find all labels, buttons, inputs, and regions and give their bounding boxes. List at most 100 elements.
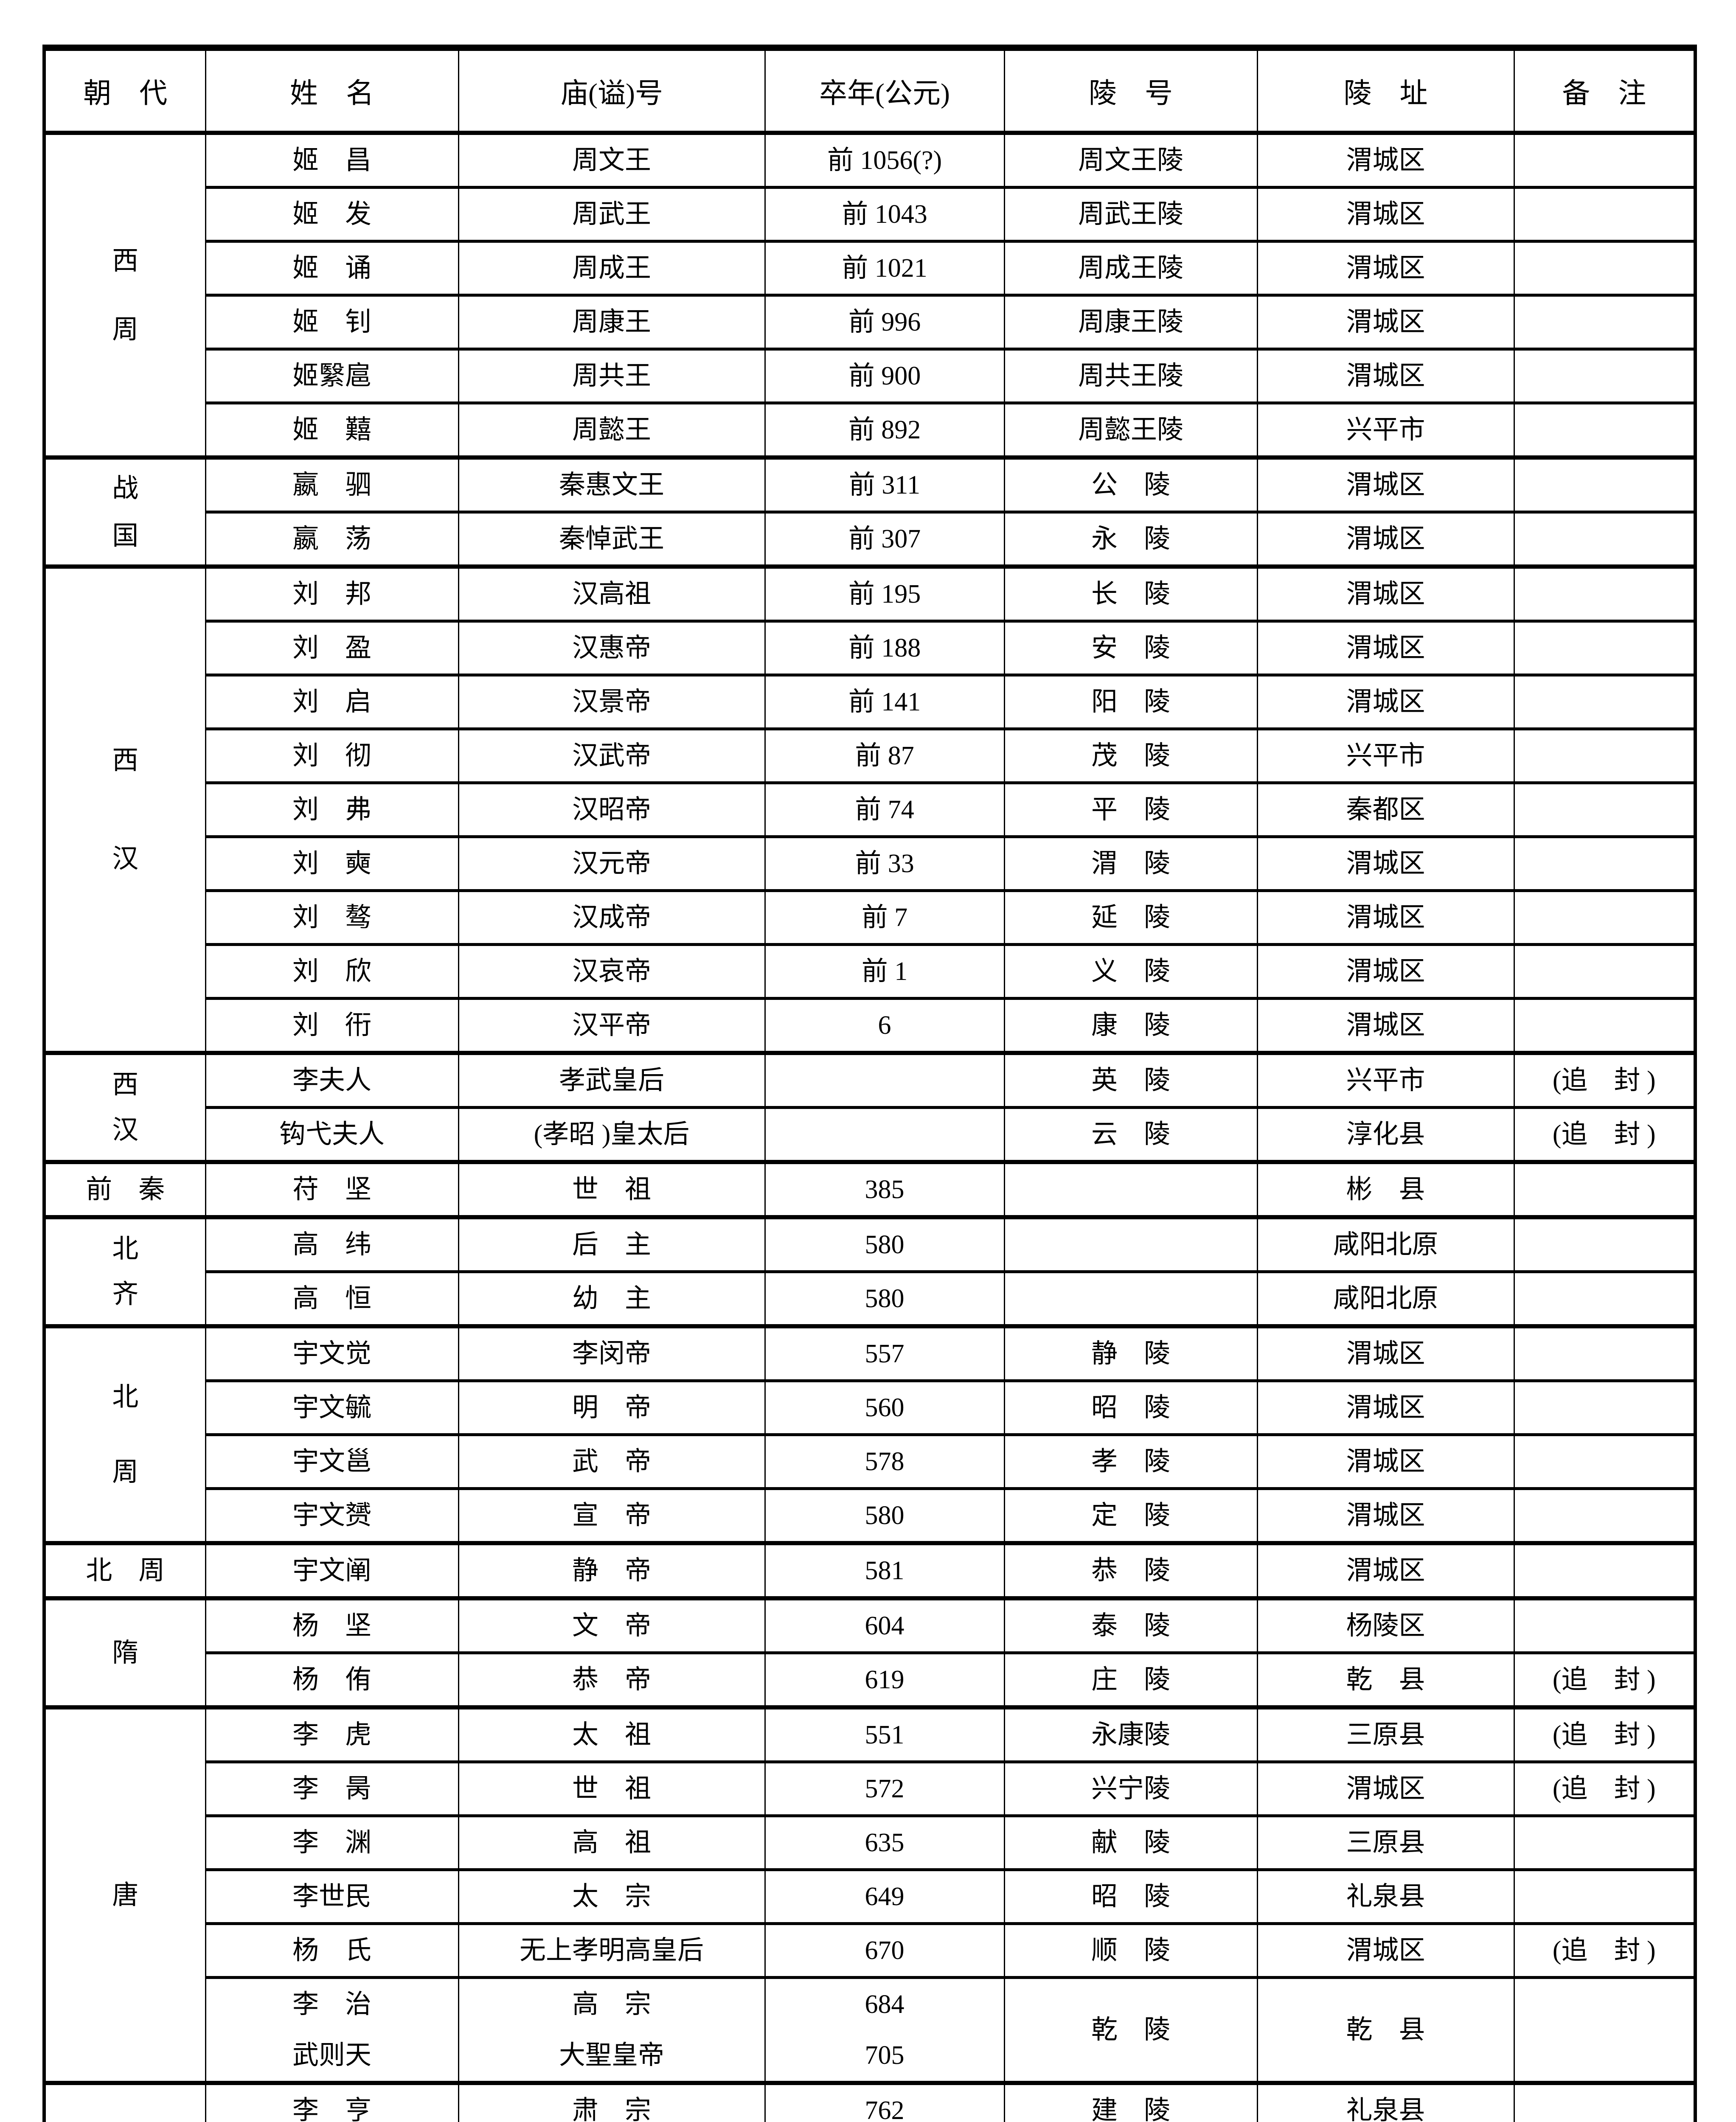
cell-temple-title: 秦惠文王 (458, 455, 766, 513)
cell-tomb-name: 静 陵 (1003, 1324, 1258, 1381)
dynasty-char: 北 (112, 1383, 139, 1412)
cell-tomb-site: 渭城区 (1256, 294, 1515, 350)
header-tomb-site: 陵 址 (1256, 47, 1515, 135)
dynasty-label: 北 周 (46, 1556, 204, 1585)
dynasty-cell: 唐 (43, 1705, 206, 2084)
dynasty-label: 前 秦 (46, 1175, 204, 1204)
cell-temple-title: 周康王 (458, 294, 766, 350)
cell-note: (追 封 ) (1513, 1051, 1696, 1108)
cell-death-year: 635 (764, 1814, 1005, 1870)
cell-note (1513, 835, 1696, 891)
cell-name: 姬 发 (205, 186, 459, 242)
cell-tomb-site: 渭城区 (1256, 455, 1515, 513)
cell-temple-title: 宣 帝 (458, 1487, 766, 1544)
cell-temple-title: 汉昭帝 (458, 781, 766, 837)
cell-tomb-name: 渭 陵 (1003, 835, 1258, 891)
cell-name: 宇文赟 (205, 1487, 459, 1544)
cell-death-year: 前 900 (764, 348, 1005, 404)
cell-note (1513, 889, 1696, 945)
dynasty-char: 北 周 (86, 1556, 165, 1585)
cell-temple-title: 汉平帝 (458, 997, 766, 1054)
table-row: 高 恒幼 主 580 咸阳北原 (44, 1270, 1696, 1327)
table-row: 刘 奭汉元帝前 33 渭 陵渭城区 (44, 835, 1696, 891)
cell-note (1513, 1160, 1696, 1218)
cell-tomb-site: 渭城区 (1256, 1760, 1515, 1816)
cell-tomb-name: 孝 陵 (1003, 1433, 1258, 1489)
table-row: 北 周 宇文阐静 帝 581 恭 陵渭城区 (43, 1541, 1696, 1599)
cell-name: 宇文觉 (205, 1324, 459, 1381)
cell-tomb-site: 渭城区 (1256, 620, 1515, 676)
cell-tomb-site: 礼泉县 (1256, 2081, 1515, 2122)
cell-tomb-site: 渭城区 (1256, 997, 1515, 1054)
cell-tomb-name (1003, 1160, 1258, 1218)
cell-note (1513, 564, 1696, 622)
cell-tomb-name: 茂 陵 (1003, 727, 1258, 783)
cell-note (1513, 186, 1696, 242)
table-row: 北周宇文觉 李闵帝 557 静 陵渭城区 (43, 1324, 1696, 1544)
table-row: 前 秦 苻 坚世 祖 385 彬 县 (43, 1160, 1696, 1218)
cell-death-year (764, 1051, 1005, 1108)
dynasty-char: 战 (112, 474, 139, 503)
cell-tomb-name: 周武王陵 (1003, 186, 1258, 242)
cell-name: 刘 启 (205, 674, 459, 730)
dynasty-cell: 北 周 (43, 1541, 206, 1599)
cell-temple-title: 无上孝明高皇后 (458, 1922, 766, 1978)
cell-tomb-name: 顺 陵 (1003, 1922, 1258, 1978)
cell-tomb-name: 云 陵 (1003, 1106, 1258, 1163)
cell-tomb-name: 兴宁陵 (1003, 1760, 1258, 1816)
dynasty-cell: 西汉 (43, 1051, 206, 1163)
cell-note (1513, 1215, 1696, 1272)
cell-tomb-site: 渭城区 (1256, 511, 1515, 567)
table-row: 宇文赟宣 帝 580 定 陵渭城区 (44, 1487, 1696, 1544)
cell-note (1513, 511, 1696, 567)
cell-tomb-site: 淳化县 (1256, 1106, 1515, 1163)
cell-temple-title: 周共王 (458, 348, 766, 404)
cell-tomb-site: 乾 县 (1256, 1976, 1515, 2084)
cell-note (1513, 781, 1696, 837)
cell-note (1513, 1541, 1696, 1599)
cell-temple-title: 孝武皇后 (458, 1051, 766, 1108)
cell-tomb-name: 泰 陵 (1003, 1596, 1258, 1653)
cell-note (1513, 1324, 1696, 1381)
dynasty-label: 西汉 (46, 1070, 204, 1143)
cell-tomb-site: 渭城区 (1256, 889, 1515, 945)
cell-temple-title: 太 宗 (458, 1868, 766, 1924)
cell-note (1513, 294, 1696, 350)
dynasty-cell: 唐 (43, 2081, 206, 2122)
table-row: 宇文毓明 帝 560 昭 陵渭城区 (44, 1379, 1696, 1435)
cell-temple-title: 静 帝 (458, 1541, 766, 1599)
cell-tomb-name: 公 陵 (1003, 455, 1258, 513)
table-row: 姬 诵周成王前 1021 周成王陵 渭城区 (44, 240, 1696, 296)
cell-tomb-site: 渭城区 (1256, 943, 1515, 999)
cell-death-year: 前 87 (764, 727, 1005, 783)
cell-temple-title: 周成王 (458, 240, 766, 296)
cell-temple-title: 汉哀帝 (458, 943, 766, 999)
cell-temple-title: 太 祖 (458, 1705, 766, 1763)
cell-tomb-name (1003, 1215, 1258, 1272)
cell-temple-title: 明 帝 (458, 1379, 766, 1435)
cell-tomb-site: 渭城区 (1256, 835, 1515, 891)
table-row: 姬 钊周康王前 996 周康王陵 渭城区 (44, 294, 1696, 350)
cell-tomb-site: 渭城区 (1256, 1324, 1515, 1381)
cell-temple-title: 文 帝 (458, 1596, 766, 1653)
cell-tomb-name (1003, 1270, 1258, 1327)
cell-note (1513, 240, 1696, 296)
cell-temple-title: 武 帝 (458, 1433, 766, 1489)
cell-name: 钩弋夫人 (205, 1106, 459, 1163)
cell-tomb-name: 周共王陵 (1003, 348, 1258, 404)
dynasty-char: 前 秦 (86, 1175, 165, 1204)
cell-name: 宇文阐 (205, 1541, 459, 1599)
cell-name: 宇文邕 (205, 1433, 459, 1489)
header-name: 姓 名 (205, 47, 459, 135)
cell-note (1513, 727, 1696, 783)
table-row: 宇文邕武 帝 578 孝 陵渭城区 (44, 1433, 1696, 1489)
cell-note (1513, 943, 1696, 999)
cell-temple-title: 周懿王 (458, 401, 766, 458)
cell-death-year: 762 (764, 2081, 1005, 2122)
cell-name: 苻 坚 (205, 1160, 459, 1218)
cell-note (1513, 1868, 1696, 1924)
cell-tomb-site: 咸阳北原 (1256, 1270, 1515, 1327)
dynasty-char: 西 (112, 1070, 139, 1099)
cell-tomb-name: 恭 陵 (1003, 1541, 1258, 1599)
